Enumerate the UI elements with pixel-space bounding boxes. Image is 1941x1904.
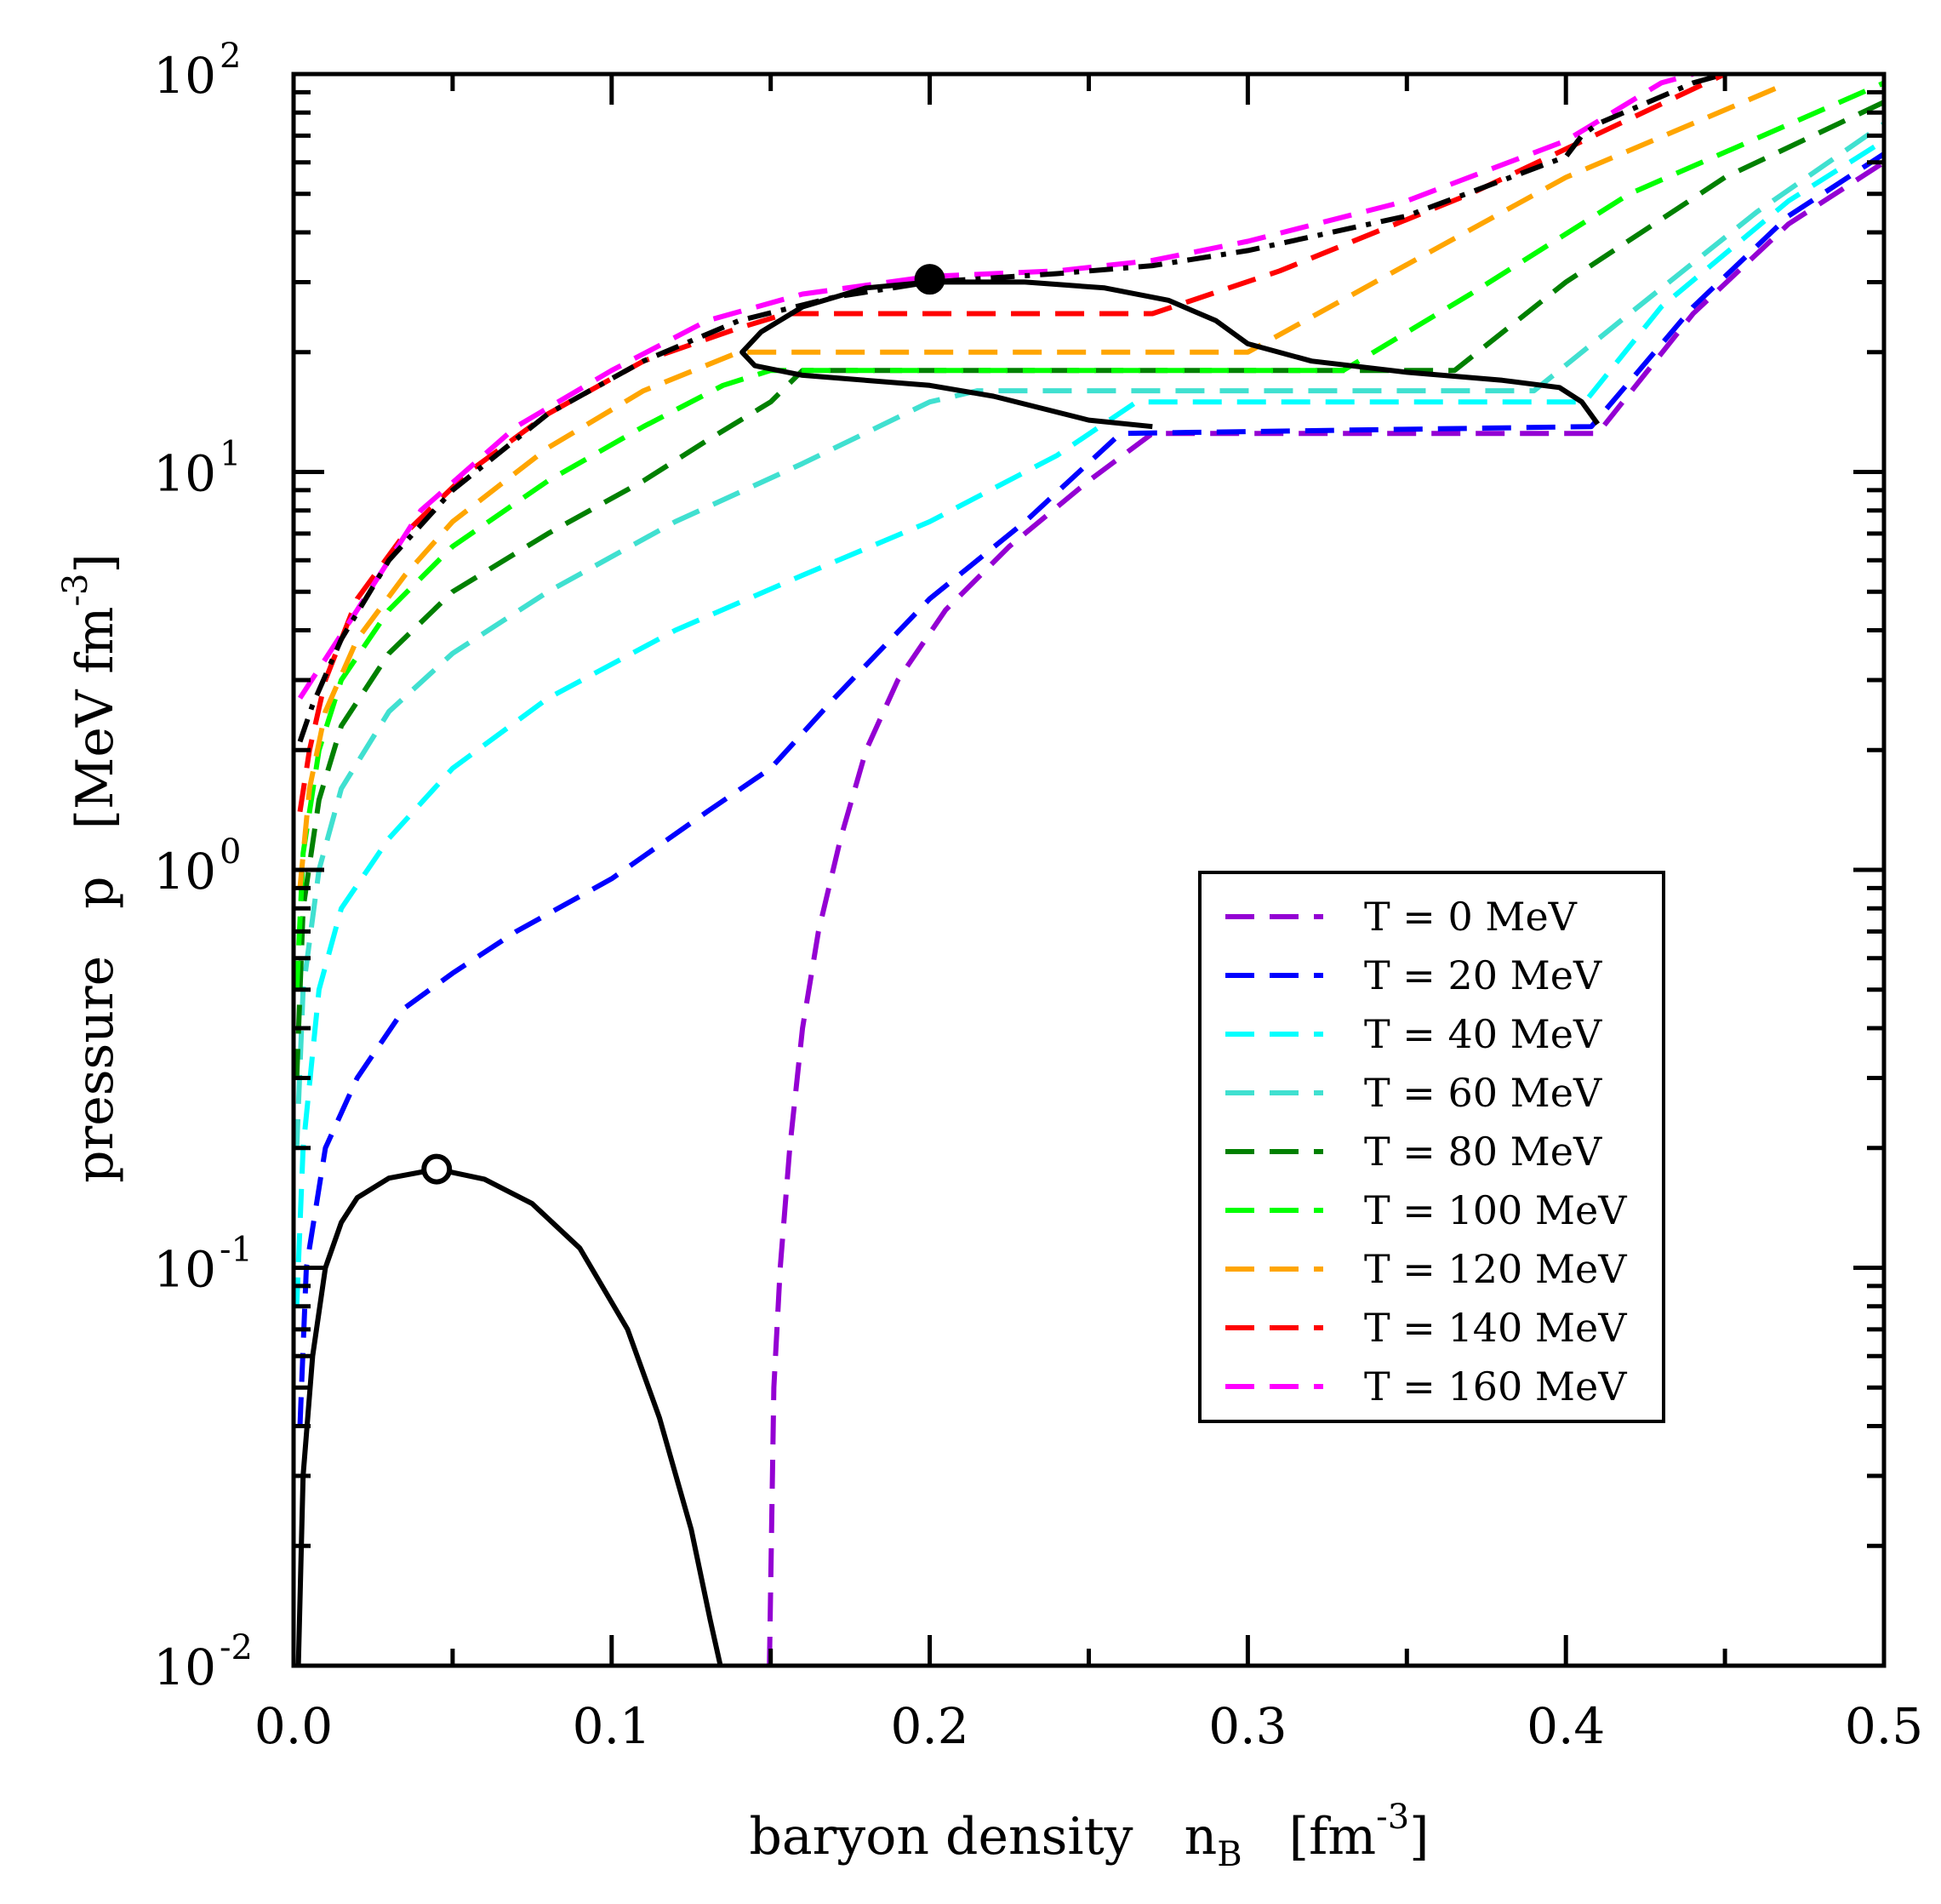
y-tick-base: 10 [153, 47, 216, 105]
dash-dotted-envelope [297, 74, 1726, 743]
legend-entry: T = 160 MeV [1225, 1364, 1627, 1409]
legend-entry: T = 100 MeV [1225, 1187, 1627, 1233]
series-line-t-20-mev [297, 152, 1884, 1427]
legend-label: T = 160 MeV [1364, 1364, 1627, 1409]
y-tick-base: 10 [153, 445, 216, 503]
legend-label: T = 0 MeV [1364, 894, 1578, 940]
liquid-gas-coexistence-boundary [295, 1166, 723, 1666]
y-tick-label: 10 -2 [153, 1628, 253, 1696]
legend-entry: T = 20 MeV [1225, 952, 1602, 998]
legend-label: T = 80 MeV [1364, 1129, 1602, 1175]
x-tick-label: 0.5 [1845, 1697, 1923, 1755]
quark-hadron-coexistence-boundary [739, 279, 1601, 430]
legend-label: T = 60 MeV [1364, 1070, 1602, 1116]
legend-label: T = 20 MeV [1364, 952, 1602, 998]
y-tick-label: 10 2 [153, 37, 241, 105]
series-line-t-160-mev [297, 74, 1694, 700]
x-tick-label: 0.2 [890, 1697, 968, 1755]
x-tick-labels: 0.0 0.1 0.2 0.3 0.4 0.5 [254, 1697, 1923, 1755]
legend-entry: T = 120 MeV [1225, 1246, 1627, 1292]
legend-entry: T = 140 MeV [1225, 1305, 1627, 1351]
legend-label: T = 40 MeV [1364, 1011, 1602, 1057]
x-tick-label: 0.0 [254, 1697, 333, 1755]
y-axis-title: pressurep[MeV fm-3] [56, 553, 125, 1183]
y-tick-base: 10 [153, 1241, 216, 1299]
x-tick-label: 0.1 [573, 1697, 651, 1755]
plot-frame [291, 71, 1887, 1668]
series-line-t-140-mev [297, 74, 1727, 813]
legend-entry: T = 0 MeV [1225, 894, 1578, 940]
legend-entry: T = 60 MeV [1225, 1070, 1602, 1116]
markers-layer [421, 264, 945, 1185]
y-tick-label: 10 1 [153, 435, 241, 503]
y-tick-base: 10 [153, 843, 216, 901]
series-line-t-40-mev [294, 138, 1884, 1306]
y-tick-exponent: 2 [220, 37, 241, 76]
series-line-t-80-mev [294, 100, 1884, 1078]
y-tick-exponent: -2 [220, 1628, 253, 1667]
y-tick-label: 10 -1 [153, 1231, 253, 1299]
marker-critical-point-quark-hadron [914, 264, 945, 295]
x-tick-label: 0.4 [1527, 1697, 1605, 1755]
legend: T = 0 MeV T = 20 MeV T = 40 MeV T = 60 MeV T… [1198, 871, 1665, 1423]
y-tick-exponent: 0 [220, 832, 241, 872]
y-tick-base: 10 [153, 1638, 216, 1696]
marker-critical-point-liquid-gas [421, 1153, 453, 1185]
curves-layer [294, 74, 1884, 1666]
series-line-t-100-mev [294, 80, 1884, 990]
ticks-layer [291, 71, 1887, 1668]
x-tick-label: 0.3 [1208, 1697, 1287, 1755]
y-tick-exponent: -1 [220, 1231, 253, 1270]
legend-label: T = 100 MeV [1364, 1187, 1627, 1233]
legend-label: T = 140 MeV [1364, 1305, 1627, 1351]
legend-entry: T = 40 MeV [1225, 1011, 1602, 1057]
y-tick-label: 10 0 [153, 832, 241, 901]
y-tick-exponent: 1 [220, 435, 241, 474]
series-line-t-0-mev [767, 160, 1884, 1666]
legend-label: T = 120 MeV [1364, 1246, 1627, 1292]
x-axis-title: baryon density nB [fm-3] [749, 1798, 1429, 1874]
series-line-t-120-mev [297, 80, 1790, 889]
series-line-t-60-mev [294, 121, 1884, 1148]
axis-titles: baryon density nB [fm-3] pressurep[MeV fm-3… [56, 553, 1430, 1874]
legend-entry: T = 80 MeV [1225, 1129, 1602, 1175]
